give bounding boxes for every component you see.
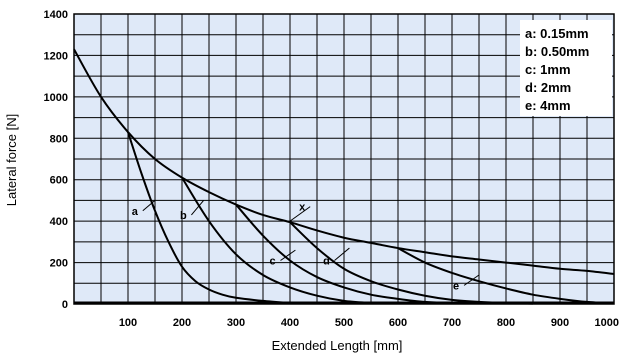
y-tick-label: 0 <box>62 299 68 311</box>
x-tick-label: 600 <box>389 317 407 329</box>
x-tick-label: 400 <box>281 317 299 329</box>
series-line-a <box>127 131 291 304</box>
x-axis-title: Extended Length [mm] <box>272 338 403 353</box>
x-tick-label: 900 <box>551 317 569 329</box>
series-line-x <box>73 48 615 275</box>
x-tick-labels: 100 200 300 400 500 600 700 800 900 1000 <box>119 317 619 329</box>
data-series <box>73 48 615 305</box>
legend-entry-a: a: 0.15mm <box>525 26 589 41</box>
curve-labels: a b c d e x <box>132 200 480 292</box>
x-tick-label: 200 <box>173 317 191 329</box>
curve-leader-b <box>191 200 204 216</box>
legend-box <box>520 20 612 116</box>
grid-lines <box>74 14 614 304</box>
y-tick-label: 1200 <box>44 50 68 62</box>
series-line-b <box>181 177 372 304</box>
curve-label-a: a <box>132 206 139 218</box>
legend-entry-b: b: 0.50mm <box>525 44 589 59</box>
series-line-e <box>397 247 615 305</box>
y-tick-label: 800 <box>50 133 68 145</box>
y-tick-label: 1400 <box>44 9 68 21</box>
x-tick-label: 300 <box>227 317 245 329</box>
curve-label-c: c <box>269 256 275 268</box>
curve-label-d: d <box>323 256 330 268</box>
y-axis-title: Lateral force [N] <box>4 114 19 207</box>
y-tick-label: 400 <box>50 216 68 228</box>
x-tick-label: 800 <box>497 317 515 329</box>
legend-entry-e: e: 4mm <box>525 98 571 113</box>
curve-label-b: b <box>180 210 187 222</box>
x-tick-label: 1000 <box>595 317 619 329</box>
x-tick-label: 100 <box>119 317 137 329</box>
curve-leader-x <box>289 206 311 222</box>
legend-entry-c: c: 1mm <box>525 62 571 77</box>
y-tick-labels: 0 200 400 600 800 1000 1200 1400 <box>44 9 68 311</box>
y-tick-label: 1000 <box>44 92 68 104</box>
curve-leader-a <box>142 200 156 212</box>
y-tick-label: 600 <box>50 175 68 187</box>
legend: a: 0.15mm b: 0.50mm c: 1mm d: 2mm e: 4mm <box>520 20 612 116</box>
x-tick-label: 500 <box>335 317 353 329</box>
x-tick-label: 700 <box>443 317 461 329</box>
curve-leader-c <box>280 249 296 261</box>
legend-entry-d: d: 2mm <box>525 80 571 95</box>
series-line-c <box>235 203 453 304</box>
curve-leader-e <box>463 274 480 286</box>
curve-label-x: x <box>299 202 306 214</box>
plot-frame <box>73 13 615 305</box>
curve-label-e: e <box>453 280 459 292</box>
y-tick-label: 200 <box>50 258 68 270</box>
curve-leader-d <box>334 247 350 261</box>
